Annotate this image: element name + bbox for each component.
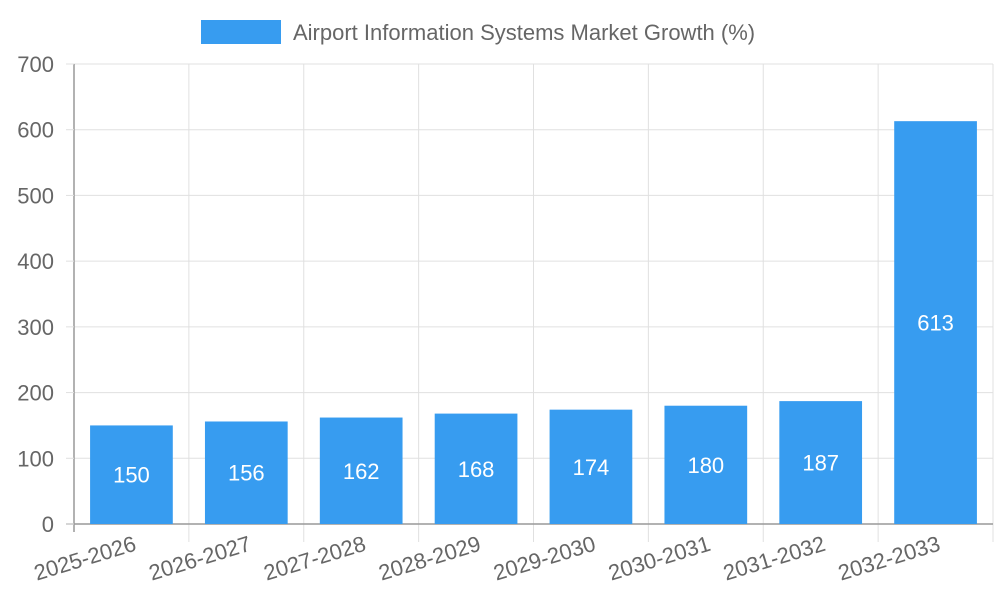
y-tick-label: 0 [42,512,54,537]
x-tick-label: 2025-2026 [31,531,139,586]
value-label: 156 [228,461,265,486]
value-label: 187 [802,451,839,476]
y-tick-label: 200 [17,381,54,406]
x-tick-label: 2031-2032 [720,531,828,586]
value-label: 174 [573,455,610,480]
value-label: 168 [458,457,495,482]
x-tick-label: 2029-2030 [490,531,598,586]
x-tick-label: 2032-2033 [835,531,943,586]
x-axis-ticks: 2025-2026 2026-2027 2027-2028 2028-2029 2029… [31,531,943,586]
y-tick-label: 100 [17,446,54,471]
bar-2029-2030[interactable] [549,409,633,524]
legend-swatch [201,20,281,44]
bar-2026-2027[interactable] [204,421,288,524]
value-label: 150 [113,463,150,488]
value-label: 162 [343,459,380,484]
legend[interactable]: Airport Information Systems Market Growt… [201,20,755,45]
bar-2031-2032[interactable] [779,401,863,524]
y-tick-label: 300 [17,315,54,340]
bar-2028-2029[interactable] [434,413,518,524]
x-tick-label: 2030-2031 [605,531,713,586]
bars [90,121,977,525]
x-tick-label: 2027-2028 [261,531,369,586]
legend-label: Airport Information Systems Market Growt… [293,20,755,45]
y-tick-label: 600 [17,118,54,143]
bar-2032-2033[interactable] [894,121,977,525]
y-tick-label: 500 [17,183,54,208]
grid [74,63,994,542]
value-labels: 150 156 162 168 174 180 187 613 [113,311,954,488]
x-tick-label: 2026-2027 [146,531,254,586]
y-tick-label: 700 [17,52,54,77]
y-axis-ticks: 0 100 200 300 400 500 600 700 [17,52,74,537]
value-label: 180 [687,453,724,478]
value-label: 613 [917,311,954,336]
bar-2027-2028[interactable] [319,417,403,524]
y-tick-label: 400 [17,249,54,274]
bar-2025-2026[interactable] [90,425,173,524]
x-tick-label: 2028-2029 [376,531,484,586]
bar-2030-2031[interactable] [664,405,748,524]
